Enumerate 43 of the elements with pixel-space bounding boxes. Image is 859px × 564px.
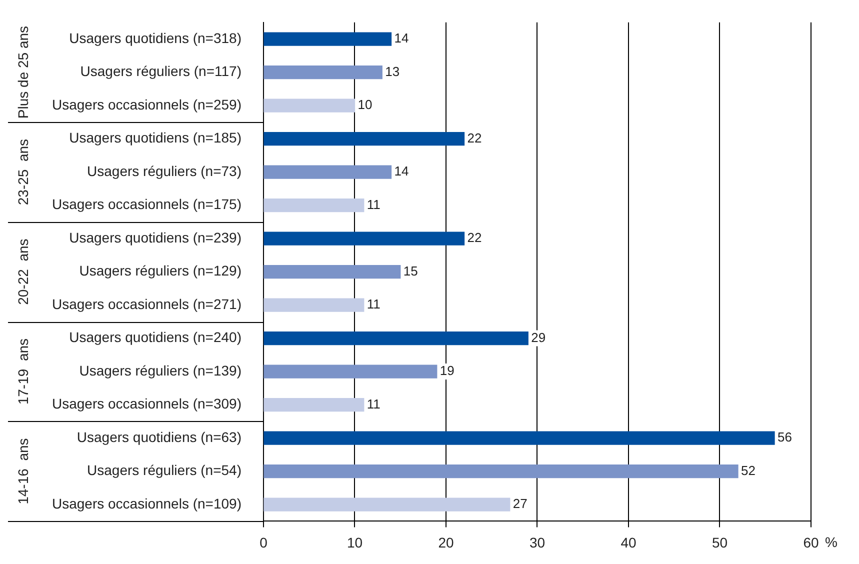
data-label: 14 — [394, 30, 409, 46]
text: 14-16 ans — [14, 438, 31, 504]
data-label: 29 — [531, 330, 546, 345]
y-tick-label: Usagers quotidiens (n=240) — [69, 329, 242, 346]
y-tick-label: Usagers quotidiens (n=63) — [76, 428, 242, 445]
data-label: 15 — [403, 263, 418, 278]
x-tick-label: 60 — [803, 534, 819, 550]
text: 20-22 ans — [14, 238, 31, 305]
y-tick-label: Usagers occasionnels (n=259) — [52, 96, 242, 112]
y-tick-label: Usagers réguliers (n=139) — [79, 362, 242, 378]
y-tick-label: Usagers occasionnels (n=109) — [52, 495, 242, 512]
x-tick-label: 10 — [346, 534, 363, 550]
y-tick-label: Usagers quotidiens (n=239) — [69, 229, 242, 246]
data-label: 19 — [440, 363, 454, 378]
x-tick-label: 0 — [260, 534, 268, 550]
x-tick-label: 30 — [529, 534, 546, 550]
data-label: 10 — [358, 97, 372, 112]
text: 23-25 ans — [14, 138, 31, 206]
x-tick-label: 20 — [438, 534, 454, 550]
data-label: 11 — [366, 196, 380, 212]
text: Plus de 25 ans — [14, 26, 31, 119]
y-tick-label: Usagers occasionnels (n=309) — [52, 396, 242, 412]
data-label: 14 — [394, 164, 409, 179]
y-tick-label: Usagers réguliers (n=54) — [87, 462, 242, 478]
y-tick-label: Usagers occasionnels (n=271) — [52, 296, 242, 312]
data-label: 11 — [366, 296, 380, 312]
data-label: 27 — [512, 496, 528, 512]
y-tick-label: Usagers quotidiens (n=185) — [69, 130, 242, 146]
y-tick-label: Usagers réguliers (n=129) — [79, 262, 242, 279]
data-label: 11 — [366, 396, 380, 412]
text: 17-19 ans — [14, 338, 31, 405]
y-tick-label: Usagers occasionnels (n=175) — [52, 196, 242, 212]
data-label: 22 — [467, 130, 482, 146]
x-tick-label: 50 — [712, 534, 728, 550]
data-label: 56 — [778, 430, 792, 445]
y-tick-label: Usagers réguliers (n=117) — [80, 63, 242, 80]
data-label: 52 — [741, 462, 756, 478]
x-axis-title: % — [825, 534, 838, 550]
y-tick-label: Usagers réguliers (n=73) — [87, 162, 242, 179]
x-tick-label: 40 — [620, 534, 636, 550]
data-label: 13 — [385, 64, 400, 79]
y-tick-label: Usagers quotidiens (n=318) — [69, 30, 242, 46]
data-label: 22 — [467, 230, 482, 246]
